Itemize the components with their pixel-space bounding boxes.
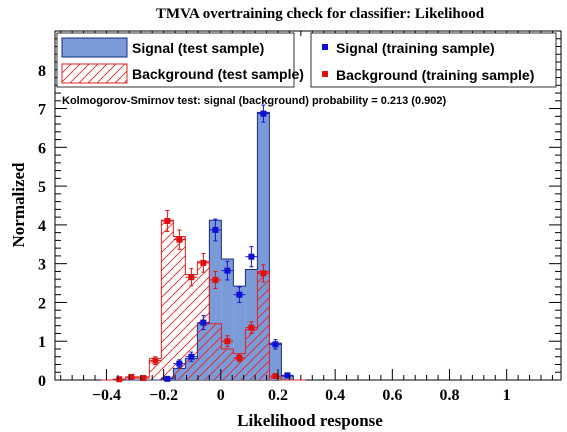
background-train-point: [197, 253, 210, 273]
background-train-point: [161, 210, 174, 232]
y-tick-label: 3: [38, 257, 46, 274]
legend-label-background-test: Background (test sample): [132, 66, 304, 82]
x-tick-label: 0.4: [325, 387, 345, 404]
y-tick-label: 2: [38, 295, 46, 312]
background-train-point: [149, 356, 162, 365]
y-tick-label: 5: [38, 179, 46, 196]
plot-frame: [54, 30, 562, 381]
background-train-point: [257, 264, 270, 283]
signal-train-point: [269, 339, 282, 350]
y-tick-label: 0: [38, 373, 46, 390]
signal-train-point: [209, 218, 222, 242]
legend-marker-background-train: [322, 71, 328, 77]
legend-marker-signal-train: [322, 44, 328, 50]
legend-swatch-background-test: [61, 63, 128, 84]
background-test-bar: [221, 348, 234, 380]
background-train-point: [233, 353, 246, 363]
background-train-point: [185, 268, 198, 287]
x-tick-label: 0: [217, 387, 225, 404]
background-test-bar: [173, 236, 186, 380]
signal-train-point: [197, 315, 210, 331]
y-tick-label: 1: [38, 334, 46, 351]
background-test-bar: [245, 329, 258, 380]
legend-label-signal-test: Signal (test sample): [132, 40, 264, 56]
x-tick-label: 0.2: [268, 387, 288, 404]
background-train-point: [269, 373, 282, 380]
y-tick-label: 7: [38, 102, 46, 119]
y-axis-label: Normalized: [9, 162, 28, 248]
legend-swatch-signal-test: [61, 37, 128, 58]
legend-label-background-train: Background (training sample): [336, 67, 534, 83]
signal-train-point: [233, 286, 246, 303]
signal-train-point: [257, 104, 270, 123]
background-test-bar: [161, 220, 174, 380]
background-train-point: [125, 373, 138, 380]
x-tick-label: −0.2: [149, 387, 178, 404]
ks-test-annotation: Kolmogorov-Smirnov test: signal (backgro…: [62, 95, 446, 107]
signal-train-point: [173, 359, 186, 369]
y-tick-label: 4: [38, 218, 46, 235]
legend: Signal (test sample) Background (test sa…: [56, 32, 557, 88]
legend-label-signal-train: Signal (training sample): [336, 40, 495, 56]
signal-train-point: [185, 351, 198, 362]
background-train-point: [245, 321, 258, 334]
y-tick-label: 6: [38, 140, 46, 157]
x-tick-label: 0.8: [440, 387, 460, 404]
legend-box-right: [310, 32, 557, 88]
background-train-point: [137, 375, 150, 382]
x-axis-label: Likelihood response: [237, 411, 383, 430]
background-train-point: [173, 229, 186, 250]
background-train-point: [113, 376, 126, 383]
background-test-bar: [233, 353, 246, 380]
background-test-bar: [257, 271, 270, 380]
background-test-bar: [149, 358, 162, 380]
signal-train-point: [245, 246, 258, 268]
signal-train-point: [281, 372, 294, 379]
signal-train-point: [221, 260, 234, 281]
axes-layer: 0 1 2 3 4 5 6 7 8 −0.4 −0.2 0 0.2 0.4 0.6 0.8 1: [38, 31, 561, 404]
background-train-point: [221, 335, 234, 348]
x-tick-label: 0.6: [382, 387, 402, 404]
points-layer: [113, 104, 294, 383]
background-test-bar: [185, 274, 198, 380]
x-tick-label: −0.4: [92, 387, 121, 404]
y-tick-label: 8: [38, 63, 46, 80]
chart-title: TMVA overtraining check for classifier: …: [156, 6, 485, 22]
background-test-bar: [209, 323, 222, 380]
x-tick-label: 1: [503, 387, 511, 404]
background-train-point: [209, 270, 222, 289]
